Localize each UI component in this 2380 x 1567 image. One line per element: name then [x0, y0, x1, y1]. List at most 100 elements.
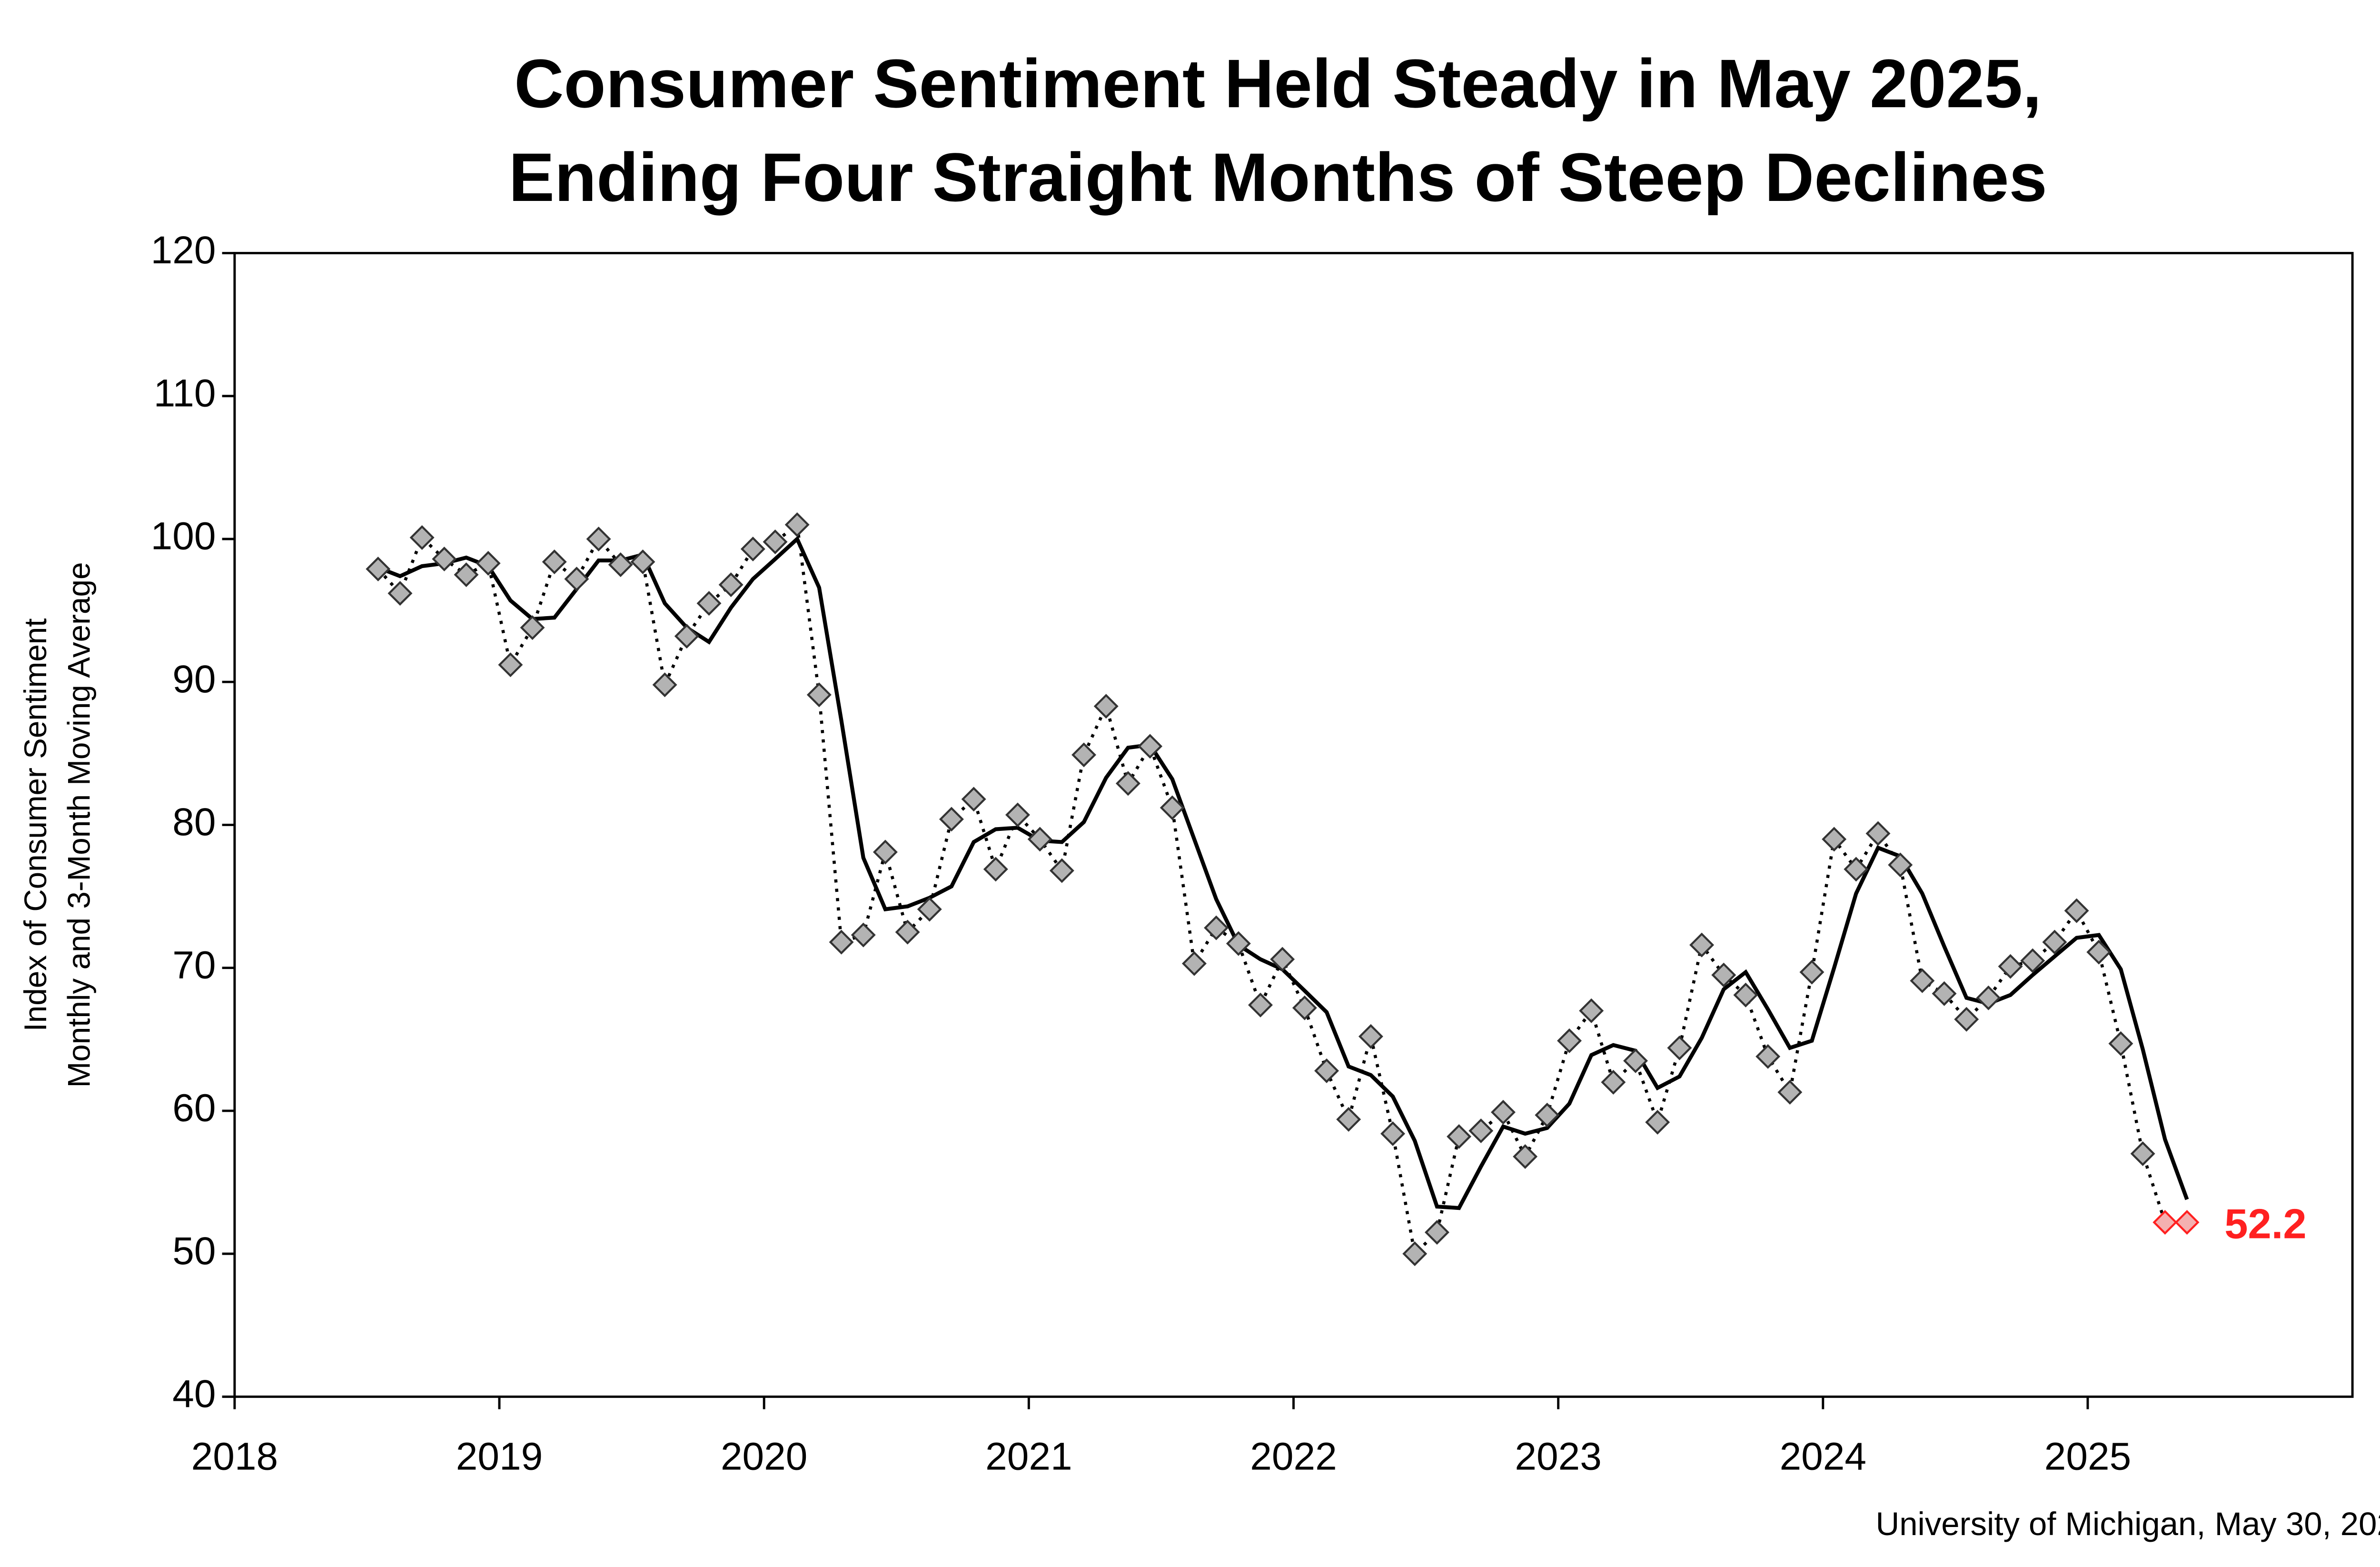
monthly-marker: [917, 897, 942, 922]
monthly-marker: [1204, 915, 1229, 940]
monthly-marker: [763, 529, 788, 554]
monthly-marker: [542, 549, 567, 575]
y-axis-label: Monthly and 3-Month Moving Average: [62, 562, 97, 1088]
monthly-marker: [740, 537, 765, 561]
x-tick-label: 2025: [2044, 1435, 2131, 1478]
y-axis-label: Index of Consumer Sentiment: [18, 618, 53, 1031]
monthly-marker: [564, 567, 589, 592]
monthly-marker: [1755, 1044, 1781, 1069]
monthly-marker: [2130, 1141, 2155, 1166]
monthly-marker: [1579, 998, 1604, 1023]
monthly-marker: [1402, 1241, 1428, 1267]
monthly-marker: [1093, 694, 1119, 719]
y-tick-label: 110: [154, 371, 216, 415]
y-tick-label: 70: [172, 943, 216, 987]
monthly-marker: [1557, 1028, 1582, 1053]
monthly-marker: [1733, 982, 1758, 1008]
monthly-marker: [1623, 1048, 1648, 1073]
monthly-marker: [432, 547, 457, 572]
monthly-marker: [1115, 771, 1140, 796]
chart-title: Consumer Sentiment Held Steady in May 20…: [514, 45, 2042, 122]
monthly-marker: [1888, 852, 1913, 878]
monthly-marker: [718, 572, 744, 598]
monthly-marker: [1027, 827, 1052, 852]
monthly-marker: [696, 591, 722, 616]
monthly-marker: [1822, 827, 1847, 852]
monthly-marker: [366, 557, 391, 582]
y-tick-label: 90: [172, 658, 216, 701]
monthly-marker: [1910, 968, 1935, 993]
monthly-marker: [1071, 742, 1097, 768]
x-tick-label: 2022: [1250, 1435, 1337, 1478]
monthly-marker: [2042, 929, 2067, 955]
monthly-marker: [1976, 985, 2001, 1010]
monthly-marker: [1645, 1109, 1670, 1135]
monthly-marker: [1292, 995, 1317, 1020]
monthly-marker: [1049, 858, 1074, 883]
monthly-marker: [454, 562, 479, 588]
monthly-marker: [961, 787, 986, 812]
monthly-marker: [939, 807, 964, 832]
monthly-marker: [1138, 734, 1163, 759]
last-value-label: 52.2: [2224, 1200, 2306, 1247]
monthly-marker: [1777, 1079, 1803, 1105]
monthly-marker: [1998, 954, 2023, 979]
monthly-marker: [2152, 1210, 2178, 1235]
monthly-marker: [476, 551, 501, 576]
monthly-marker: [1248, 992, 1273, 1018]
monthly-marker: [895, 919, 920, 945]
monthly-marker: [1490, 1099, 1516, 1125]
monthly-marker: [674, 624, 699, 649]
monthly-marker: [1689, 932, 1715, 958]
monthly-marker: [1799, 959, 1825, 985]
monthly-marker: [1380, 1121, 1406, 1146]
monthly-marker: [630, 549, 655, 575]
x-tick-label: 2024: [1780, 1435, 1866, 1478]
monthly-marker: [1226, 931, 1251, 956]
monthly-marker: [1005, 802, 1030, 828]
monthly-marker: [1181, 951, 1207, 976]
monthly-marker: [1601, 1069, 1626, 1095]
y-tick-label: 40: [172, 1372, 216, 1416]
monthly-marker: [1513, 1144, 1538, 1169]
source-note: University of Michigan, May 30, 2025: [1876, 1506, 2380, 1542]
monthly-marker: [1160, 795, 1185, 820]
chart-title: Ending Four Straight Months of Steep Dec…: [509, 139, 2047, 216]
monthly-marker: [608, 552, 633, 578]
monthly-marker: [2086, 939, 2112, 965]
monthly-marker: [983, 857, 1008, 882]
monthly-marker: [1844, 857, 1869, 882]
monthly-marker: [2020, 948, 2045, 973]
y-tick-label: 120: [151, 229, 216, 272]
monthly-marker: [520, 615, 545, 640]
monthly-marker: [2064, 898, 2089, 923]
monthly-marker: [829, 929, 854, 955]
x-tick-label: 2023: [1515, 1435, 1601, 1478]
y-tick-label: 80: [172, 800, 216, 844]
monthly-marker: [1711, 962, 1736, 988]
monthly-marker: [1954, 1007, 1979, 1032]
x-tick-label: 2018: [191, 1435, 278, 1478]
monthly-marker: [1424, 1220, 1449, 1245]
monthly-marker: [586, 527, 611, 551]
monthly-marker: [2108, 1031, 2133, 1056]
monthly-marker: [1270, 947, 1295, 972]
x-tick-label: 2021: [985, 1435, 1072, 1478]
monthly-marker: [1314, 1058, 1339, 1083]
monthly-marker: [784, 512, 810, 537]
monthly-marker: [806, 682, 832, 708]
y-tick-label: 60: [172, 1087, 216, 1130]
monthly-marker: [1535, 1102, 1560, 1128]
monthly-marker: [1865, 821, 1891, 846]
monthly-marker: [652, 672, 677, 698]
monthly-marker: [873, 839, 898, 865]
monthly-marker: [1667, 1035, 1692, 1060]
monthly-marker: [498, 652, 523, 678]
x-tick-label: 2019: [456, 1435, 543, 1478]
y-tick-label: 50: [172, 1229, 216, 1273]
monthly-marker: [1932, 981, 1957, 1006]
monthly-marker: [2174, 1210, 2200, 1235]
